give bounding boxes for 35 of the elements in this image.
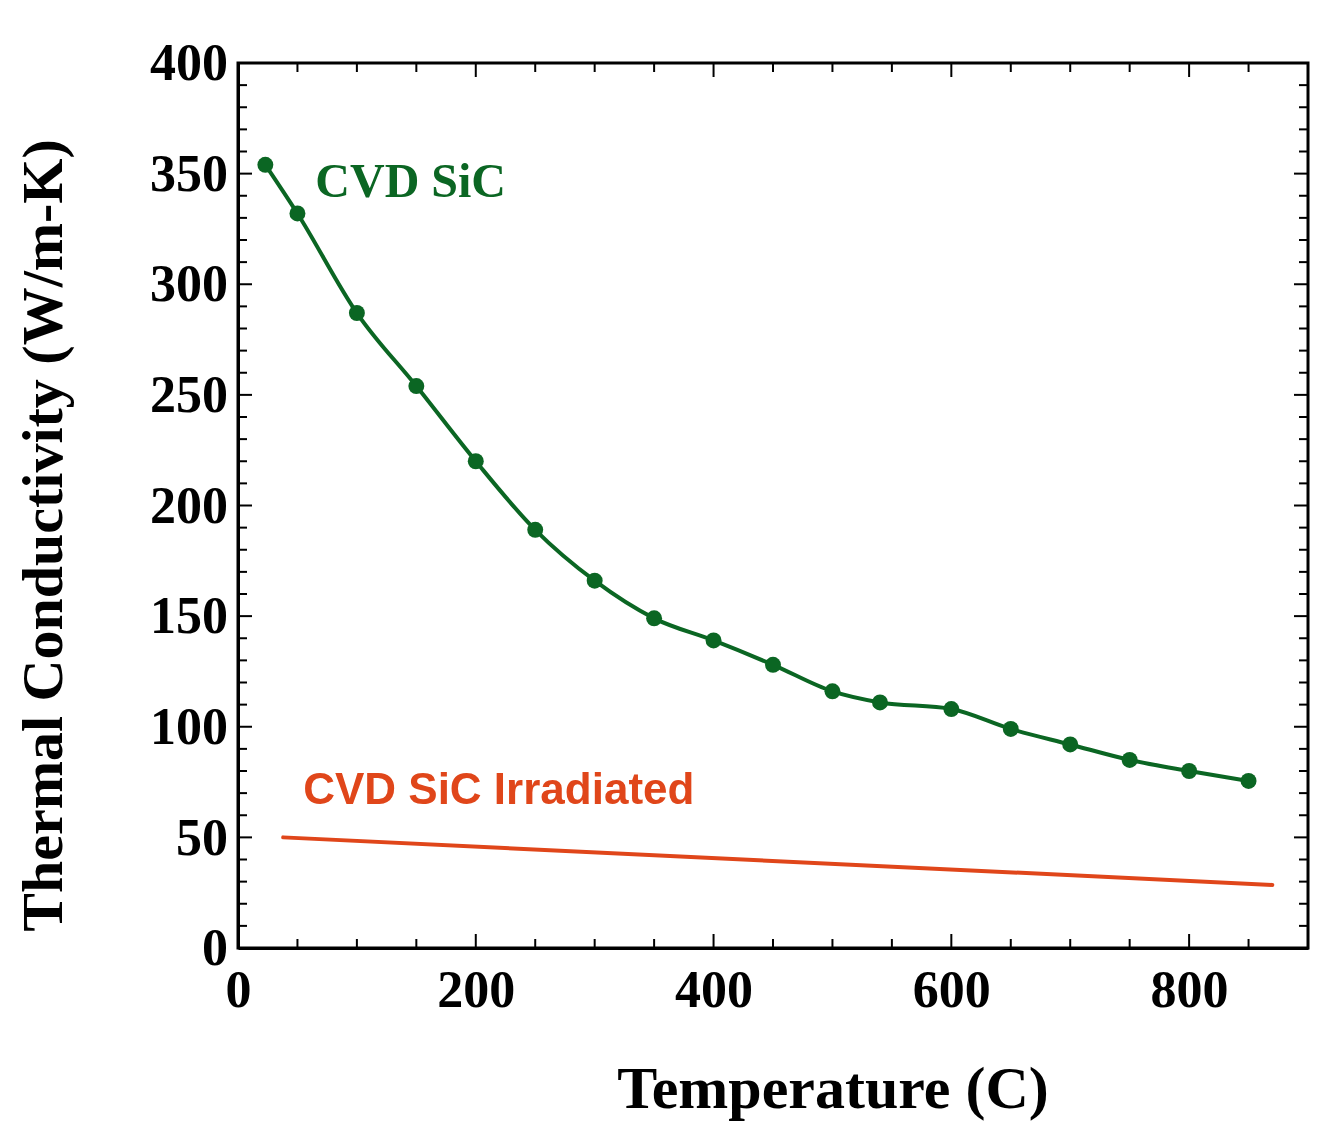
x-tick-label: 600	[912, 960, 991, 1018]
y-tick-label: 400	[150, 34, 228, 92]
y-axis-title: Thermal Conductivity (W/m-K)	[10, 139, 75, 932]
x-axis-title: Temperature (C)	[617, 1055, 1049, 1121]
point	[467, 453, 484, 470]
x-tick-label: 200	[437, 960, 516, 1018]
point	[765, 656, 781, 673]
point	[1002, 721, 1019, 737]
y-tick-label: 350	[150, 144, 228, 202]
point	[586, 572, 603, 589]
point	[408, 378, 425, 394]
y-tick-label: 100	[150, 697, 228, 755]
point	[872, 694, 888, 711]
point	[289, 205, 306, 222]
y-tick-label: 50	[176, 808, 228, 866]
point	[1121, 751, 1138, 768]
x-tick-label: 400	[675, 960, 754, 1018]
point	[527, 521, 544, 538]
point	[1240, 772, 1257, 789]
y-tick-label: 150	[150, 587, 228, 645]
y-tick-label: 200	[150, 476, 228, 534]
point	[257, 156, 274, 173]
point	[646, 610, 663, 627]
point	[943, 701, 960, 718]
point	[1062, 736, 1079, 753]
y-tick-label: 250	[150, 366, 228, 424]
y-tick-label: 0	[202, 919, 228, 977]
x-tick-label: 800	[1150, 960, 1229, 1018]
y-tick-label: 300	[150, 255, 228, 313]
series-label: CVD SiC	[315, 153, 507, 207]
point	[348, 305, 365, 321]
point	[824, 683, 841, 700]
series-label: CVD SiC Irradiated	[303, 764, 695, 814]
point	[705, 632, 722, 649]
point	[1181, 763, 1198, 779]
